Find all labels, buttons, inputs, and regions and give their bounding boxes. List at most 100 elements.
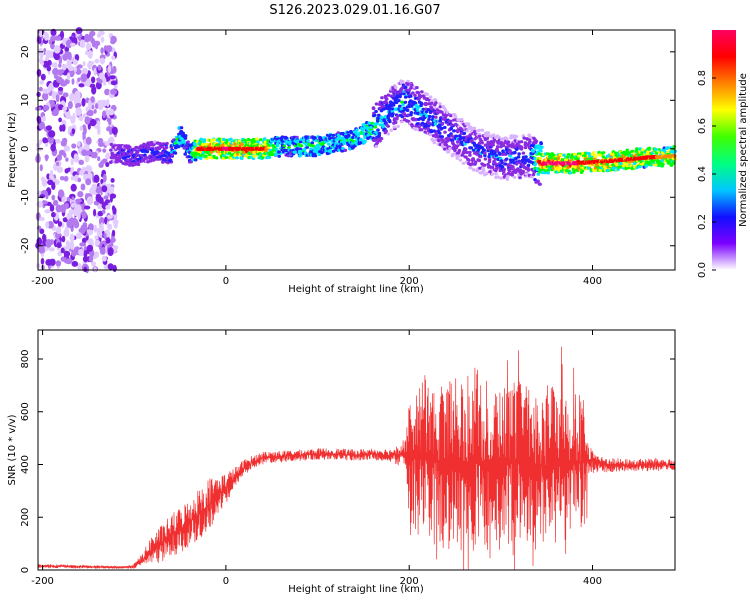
noise-speck	[55, 204, 62, 213]
spectral-point	[341, 146, 345, 150]
spectral-point	[478, 155, 483, 159]
spectral-point	[438, 102, 442, 106]
y-tick-label: 200	[20, 508, 31, 527]
noise-speck	[107, 64, 112, 74]
spectral-point	[487, 157, 492, 162]
spectral-point	[513, 150, 517, 155]
noise-speck	[52, 67, 59, 76]
spectral-point	[601, 155, 606, 159]
noise-speck	[105, 45, 113, 53]
spectral-point	[274, 153, 278, 157]
spectral-point	[383, 94, 388, 98]
noise-speck	[85, 178, 92, 186]
spectral-point	[136, 153, 140, 157]
spectral-point	[287, 145, 291, 149]
noise-speck	[98, 217, 105, 226]
noise-speck	[70, 175, 76, 181]
spectral-point	[645, 152, 650, 156]
spectral-point	[531, 149, 535, 153]
noise-speck	[97, 210, 104, 217]
spectral-point	[343, 148, 348, 152]
spectral-point	[409, 94, 413, 98]
spectral-point	[378, 123, 383, 127]
noise-speck	[63, 145, 71, 152]
spectral-point	[568, 171, 573, 175]
noise-speck	[85, 136, 92, 145]
spectral-point	[399, 87, 404, 91]
spectral-point	[346, 134, 350, 138]
spectral-point	[431, 115, 435, 119]
noise-speck	[73, 153, 79, 162]
spectral-point	[424, 110, 429, 114]
spectral-point	[438, 105, 443, 109]
y-tick-label: 20	[20, 45, 31, 58]
spectral-point	[128, 158, 132, 162]
spectral-point	[309, 147, 313, 151]
noise-speck	[45, 50, 52, 55]
spectral-point	[126, 152, 130, 156]
noise-speck	[106, 214, 113, 219]
noise-speck	[38, 48, 43, 53]
spectral-point	[440, 110, 444, 114]
spectral-point	[403, 95, 408, 99]
noise-speck	[69, 217, 75, 225]
spectral-point	[388, 105, 392, 109]
spectral-point	[477, 158, 482, 163]
spectral-point	[371, 107, 376, 111]
spectral-point	[473, 162, 477, 166]
spectral-point	[373, 113, 377, 117]
spectral-point	[598, 168, 602, 172]
spectral-point	[374, 102, 379, 106]
noise-speck	[97, 64, 102, 71]
spectral-point	[625, 148, 629, 152]
noise-speck	[55, 94, 60, 103]
spectral-point	[383, 121, 388, 125]
noise-speck	[88, 223, 94, 230]
noise-speck	[87, 228, 94, 236]
spectral-point	[490, 165, 495, 169]
noise-speck	[39, 29, 43, 37]
spectral-point	[533, 156, 537, 160]
spectral-point	[497, 136, 502, 140]
spectral-point	[316, 143, 320, 147]
spectral-point	[411, 91, 415, 95]
spectral-point	[313, 136, 317, 140]
spectral-point	[465, 129, 470, 133]
spectral-point	[352, 130, 357, 134]
noise-speck	[50, 35, 56, 42]
spectral-point	[239, 156, 244, 160]
spectral-point	[394, 85, 398, 89]
spectral-point	[481, 169, 486, 173]
noise-speck	[38, 121, 46, 130]
spectral-point	[502, 167, 507, 172]
noise-speck	[45, 259, 53, 266]
noise-speck	[58, 117, 62, 123]
spectral-point	[387, 118, 392, 122]
spectral-point	[280, 135, 285, 139]
spectral-point	[313, 154, 318, 158]
snr-marks	[37, 346, 676, 571]
noise-speck	[74, 90, 81, 100]
spectral-point	[186, 140, 190, 144]
spectral-point	[546, 171, 550, 175]
spectral-point	[416, 91, 421, 95]
spectral-point	[170, 153, 174, 157]
spectral-point	[440, 126, 444, 131]
spectral-point	[415, 122, 420, 126]
spectral-point	[409, 111, 414, 115]
spectral-point	[317, 152, 322, 157]
noise-speck	[45, 239, 52, 248]
spectral-point	[468, 153, 472, 157]
spectral-point	[400, 100, 404, 104]
spectral-point	[641, 148, 645, 152]
noise-speck	[104, 141, 111, 146]
noise-speck	[71, 260, 79, 267]
spectral-point	[589, 156, 593, 160]
spectral-point	[510, 173, 514, 177]
noise-speck	[62, 92, 69, 98]
spectral-point	[400, 120, 404, 124]
noise-speck	[84, 150, 92, 156]
spectral-point	[669, 163, 674, 167]
noise-speck	[113, 221, 118, 229]
spectral-point	[524, 155, 528, 159]
